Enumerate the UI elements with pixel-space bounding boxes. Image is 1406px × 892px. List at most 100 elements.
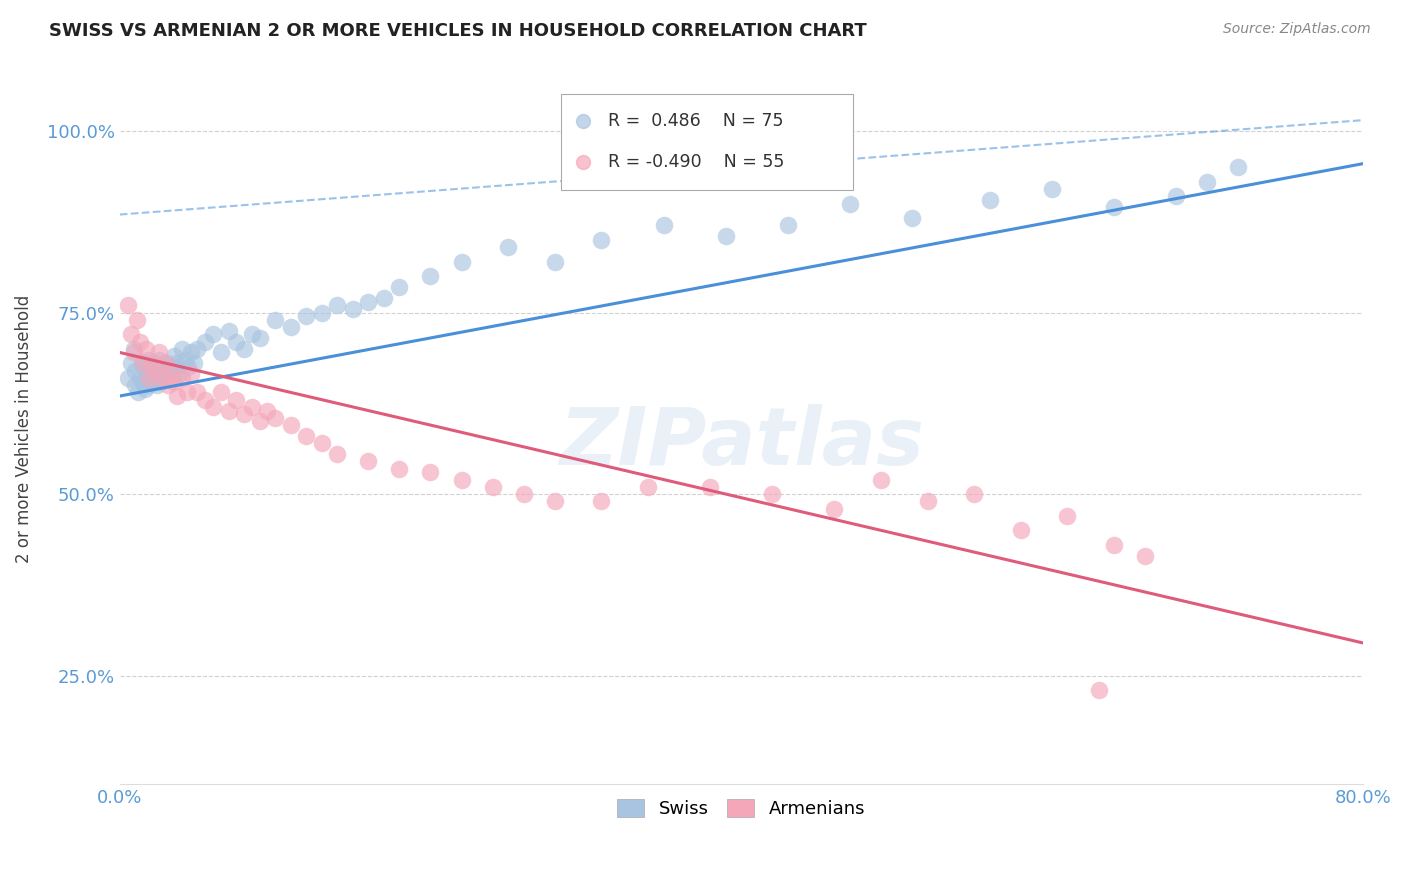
Point [186,342,208,356]
Point [170,371,193,385]
Point [142,356,165,370]
Point [225,334,247,349]
Point [163,349,186,363]
Point [162,371,184,385]
Point [138,371,160,385]
Point [124,378,146,392]
Point [129,334,152,349]
Point [326,298,349,312]
Point [145,371,167,385]
Point [180,345,202,359]
Point [136,352,159,367]
Point [148,364,170,378]
Point [135,342,157,356]
Point [512,487,534,501]
Point [544,254,567,268]
Point [155,356,177,370]
Point [311,436,333,450]
Point [963,487,986,501]
Point [481,480,503,494]
Point [139,371,162,385]
Point [135,371,157,385]
Point [839,196,862,211]
Point [138,378,160,392]
Point [142,368,165,382]
Point [357,294,380,309]
Point [688,215,710,229]
Point [1166,189,1188,203]
Point [129,371,152,385]
Point [311,305,333,319]
Text: Source: ZipAtlas.com: Source: ZipAtlas.com [1223,22,1371,37]
Point [256,403,278,417]
Point [131,356,153,370]
Point [149,375,172,389]
Point [419,269,441,284]
Point [496,240,519,254]
Point [280,320,302,334]
Point [1102,200,1125,214]
Point [166,389,188,403]
Point [122,342,145,356]
Point [136,364,159,378]
Point [127,385,149,400]
Point [373,291,395,305]
Point [901,211,924,226]
Point [167,368,190,382]
Point [120,327,142,342]
Point [326,447,349,461]
Point [145,364,167,378]
Point [139,364,162,378]
Point [1133,549,1156,563]
Point [637,480,659,494]
Point [699,480,721,494]
Point [240,327,263,342]
Point [132,359,155,374]
Point [225,392,247,407]
Point [240,400,263,414]
Point [159,359,181,374]
Point [209,345,232,359]
Text: ZIPatlas: ZIPatlas [558,404,924,482]
Point [761,487,783,501]
Point [132,356,155,370]
Point [141,356,163,370]
Y-axis label: 2 or more Vehicles in Household: 2 or more Vehicles in Household [15,294,32,563]
Point [156,378,179,392]
Point [156,368,179,382]
Point [134,382,156,396]
Text: R = -0.490    N = 55: R = -0.490 N = 55 [609,153,785,171]
Point [776,219,799,233]
Point [388,461,411,475]
Point [141,375,163,389]
Point [180,368,202,382]
Point [823,501,845,516]
Point [218,403,240,417]
Point [176,385,198,400]
Point [264,410,287,425]
Point [125,313,148,327]
Point [280,418,302,433]
Point [357,454,380,468]
Point [1056,508,1078,523]
Point [295,429,318,443]
Point [1227,161,1250,175]
Point [450,473,472,487]
Point [450,254,472,268]
Point [714,229,737,244]
Point [591,494,613,508]
FancyBboxPatch shape [561,95,853,190]
Point [201,400,224,414]
Point [419,465,441,479]
Point [249,331,271,345]
Point [186,385,208,400]
Point [218,324,240,338]
Point [160,364,183,378]
Point [166,356,188,370]
Point [124,364,146,378]
Point [1197,175,1219,189]
Point [233,407,256,421]
Point [117,371,139,385]
Point [201,327,224,342]
Point [652,219,675,233]
